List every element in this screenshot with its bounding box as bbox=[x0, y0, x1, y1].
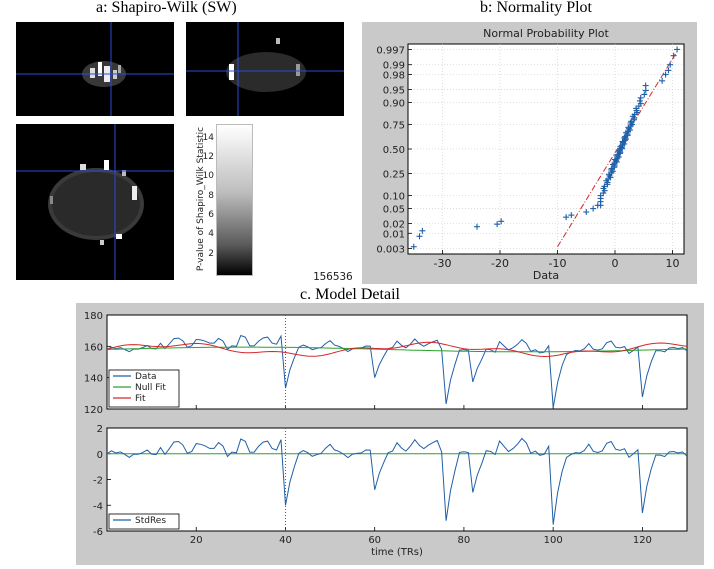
legend-label: Data bbox=[135, 372, 157, 382]
data-point bbox=[494, 221, 501, 228]
data-point bbox=[662, 71, 669, 78]
y-tick-label: -2 bbox=[93, 476, 103, 487]
title-c: c. Model Detail bbox=[300, 286, 400, 303]
title-b: b: Normality Plot bbox=[480, 0, 592, 16]
data-point bbox=[636, 97, 643, 104]
y-tick-label: 0.50 bbox=[383, 145, 405, 156]
mri-sagittal-view bbox=[186, 22, 344, 116]
normality-plot-panel: Normal Probability Plot 0.003 0.01 0.02 0.05… bbox=[362, 22, 697, 284]
data-point bbox=[642, 82, 649, 89]
data-point bbox=[610, 161, 617, 168]
data-point bbox=[670, 52, 677, 59]
data-point bbox=[637, 100, 644, 107]
x-tick-label: 120 bbox=[633, 535, 652, 546]
colorbar-tick-label: 10 bbox=[202, 171, 214, 182]
y-tick-label: 0 bbox=[97, 450, 103, 461]
data-point bbox=[474, 223, 480, 230]
data-point bbox=[410, 243, 417, 250]
data-point bbox=[583, 209, 590, 216]
data-point bbox=[568, 212, 575, 219]
data-point bbox=[659, 77, 666, 84]
data-point bbox=[667, 61, 674, 68]
data-point bbox=[597, 192, 604, 199]
data-point bbox=[641, 91, 648, 98]
plot-area bbox=[106, 314, 688, 410]
legend-label: Null Fit bbox=[135, 383, 166, 393]
y-tick-label: 0.25 bbox=[383, 169, 405, 180]
y-tick-label: 0.05 bbox=[383, 205, 405, 216]
x-axis-label: time (TRs) bbox=[371, 547, 423, 558]
y-tick-label: 0.997 bbox=[376, 45, 405, 56]
y-tick-label: 2 bbox=[97, 424, 103, 435]
data-point bbox=[637, 94, 644, 101]
data-point bbox=[563, 214, 570, 221]
colorbar-tick-label: 4 bbox=[208, 229, 214, 240]
x-tick-label: -20 bbox=[491, 257, 509, 270]
x-tick-label: 0 bbox=[612, 257, 619, 270]
data-point bbox=[615, 148, 622, 155]
colorbar-tick-label: 8 bbox=[208, 190, 214, 201]
y-tick-label: 0.98 bbox=[383, 71, 405, 82]
mri-axial-view bbox=[16, 22, 174, 116]
y-tick-label: -4 bbox=[93, 501, 103, 512]
x-tick-label: -30 bbox=[434, 257, 452, 270]
title-a: a: Shapiro-Wilk (SW) bbox=[96, 0, 237, 16]
colorbar-tick-label: 6 bbox=[208, 209, 214, 220]
colorbar-gradient bbox=[216, 124, 253, 276]
y-tick-label: 0.95 bbox=[383, 85, 405, 96]
y-tick-label: 120 bbox=[84, 405, 103, 416]
legend-label: StdRes bbox=[135, 516, 166, 526]
y-tick-label: 180 bbox=[84, 311, 103, 322]
x-tick-label: 100 bbox=[544, 535, 563, 546]
data-point bbox=[498, 218, 505, 225]
y-tick-label: 0.01 bbox=[383, 229, 405, 240]
model-detail-panel: 120 140 160 180 Data Null Fit Fit -6 -4 -2 0 2 20 40 6… bbox=[76, 303, 704, 565]
x-tick-label: 20 bbox=[190, 535, 203, 546]
series-data-line bbox=[106, 334, 688, 408]
data-point bbox=[590, 205, 597, 212]
mri-coronal-view bbox=[16, 124, 174, 280]
image-id-text: 156536 bbox=[313, 270, 353, 283]
y-tick-label: 160 bbox=[84, 342, 103, 353]
data-point bbox=[619, 138, 626, 145]
data-point bbox=[608, 165, 615, 172]
legend-box bbox=[108, 513, 180, 530]
data-point bbox=[416, 233, 423, 240]
data-point bbox=[621, 134, 628, 141]
plot-title: Normal Probability Plot bbox=[483, 27, 609, 40]
colorbar-ticks: 2 4 6 8 10 12 14 bbox=[186, 124, 216, 274]
y-tick-label: 0.02 bbox=[383, 219, 405, 230]
colorbar-tick-label: 14 bbox=[202, 132, 214, 143]
series-stdres-line bbox=[106, 437, 688, 525]
data-point bbox=[614, 151, 621, 158]
reference-line bbox=[557, 49, 679, 247]
y-tick-label: 140 bbox=[84, 374, 103, 385]
legend-label: Fit bbox=[135, 394, 146, 404]
x-tick-label: 60 bbox=[368, 535, 381, 546]
y-tick-label: 0.75 bbox=[383, 121, 405, 132]
data-point bbox=[674, 46, 681, 53]
y-tick-label: -6 bbox=[93, 527, 103, 538]
x-tick-label: 10 bbox=[666, 257, 680, 270]
series-fit-line bbox=[106, 341, 688, 358]
y-tick-label: 0.99 bbox=[383, 61, 405, 72]
data-point bbox=[625, 124, 632, 131]
colorbar-tick-label: 2 bbox=[208, 248, 214, 259]
x-tick-label: 80 bbox=[458, 535, 471, 546]
normality-plot-svg: Normal Probability Plot 0.003 0.010.02 0.05… bbox=[376, 27, 685, 282]
y-tick-label: 0.10 bbox=[383, 191, 405, 202]
colorbar: P-value of Shapiro_Wilk Statistic 2 4 6 8 10… bbox=[186, 124, 266, 280]
x-tick-label: -10 bbox=[549, 257, 567, 270]
y-tick-label: 0.003 bbox=[376, 245, 405, 256]
x-tick-label: 40 bbox=[279, 535, 292, 546]
colorbar-tick-label: 12 bbox=[202, 151, 214, 162]
y-tick-label: 0.90 bbox=[383, 99, 405, 110]
data-point bbox=[419, 227, 426, 234]
data-point bbox=[665, 67, 672, 74]
x-axis-label: Data bbox=[533, 269, 559, 282]
